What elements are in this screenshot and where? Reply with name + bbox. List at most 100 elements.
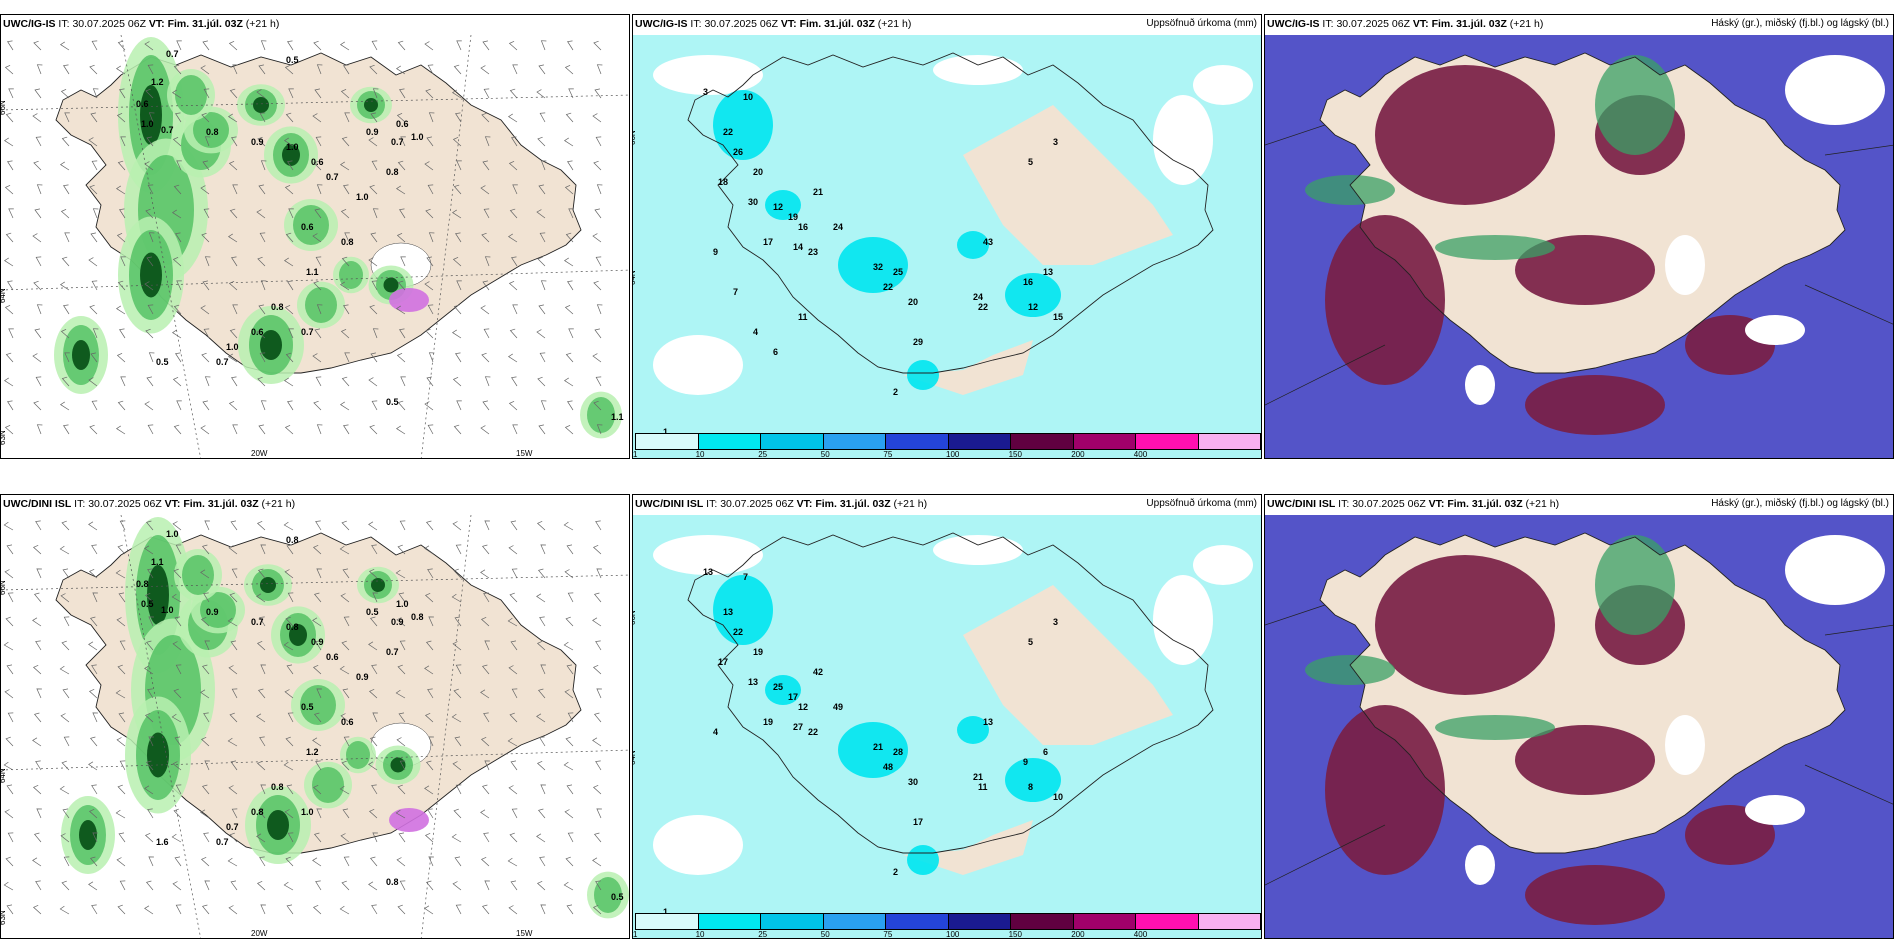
wind-barb <box>398 592 406 603</box>
wind-barb <box>171 713 182 723</box>
wind-barb <box>116 232 126 243</box>
precip-value-label: 3 <box>1053 137 1058 147</box>
wind-barb <box>203 832 210 843</box>
wind-barb <box>117 280 126 291</box>
precip-value-label: 16 <box>798 222 808 232</box>
precip-value-label: 6 <box>1043 747 1048 757</box>
precip-value-label: 13 <box>723 607 733 617</box>
panel-wind-igis: UWC/IG-IS IT: 30.07.2025 06Z VT: Fim. 31… <box>0 14 630 459</box>
wind-barb <box>63 184 70 195</box>
wind-barb <box>174 616 182 627</box>
wind-barb <box>512 424 518 435</box>
wind-barb <box>172 376 182 387</box>
wind-barb <box>115 569 126 579</box>
wind-barb <box>452 881 462 891</box>
precip-area-heavy <box>390 757 406 773</box>
wind-barb <box>538 424 546 435</box>
wind-barb <box>256 209 266 219</box>
wind-barb <box>33 832 42 843</box>
precip-value-label: 11 <box>798 312 808 322</box>
wind-barb <box>120 376 126 387</box>
mid-cloud-area <box>1595 535 1675 635</box>
colorbar-tick-label: 200 <box>1071 930 1085 939</box>
colorbar-tick-label: 100 <box>946 450 960 459</box>
wind-barb <box>424 905 434 915</box>
colorbar-swatch <box>886 434 949 449</box>
wind-barb <box>7 832 14 843</box>
colorbar-swatch <box>1073 914 1136 929</box>
precip-area-mid <box>594 877 622 913</box>
wind-barb <box>4 184 14 195</box>
wind-barb <box>147 304 154 315</box>
wind-barb <box>204 760 210 771</box>
wind-barb <box>425 520 434 531</box>
wind-barb <box>260 400 267 411</box>
wind-barb <box>397 280 406 291</box>
wind-barb <box>592 784 602 795</box>
precip-value-label: 1.0 <box>301 807 314 817</box>
lat-tick-label: 66N <box>633 610 637 625</box>
precip-area-heavy <box>838 722 908 778</box>
wind-barb <box>344 352 350 363</box>
wind-barb <box>427 568 434 579</box>
dry-area <box>1153 95 1213 185</box>
precip-value-label: 0.9 <box>206 607 219 617</box>
wind-barb <box>424 545 434 555</box>
wind-barb <box>115 809 126 819</box>
wind-barb <box>396 232 406 243</box>
precip-area-heavy <box>72 340 90 370</box>
wind-barb <box>288 328 294 339</box>
precip-value-label: 12 <box>798 702 808 712</box>
wind-barb <box>316 184 323 195</box>
wind-barb <box>227 113 238 123</box>
wind-barb <box>369 424 378 435</box>
clear-area <box>1465 845 1495 885</box>
wind-barb <box>259 736 266 747</box>
wind-barb <box>508 40 518 51</box>
wind-barb <box>148 352 155 363</box>
wind-barb <box>203 712 210 723</box>
wind-barb <box>288 88 294 99</box>
precip-value-label: 0.6 <box>341 717 354 727</box>
wind-barb <box>540 664 546 675</box>
precip-value-label: 0.5 <box>141 599 154 609</box>
wind-barb <box>8 88 14 99</box>
wind-barb <box>511 256 518 267</box>
precip-value-label: 25 <box>773 682 783 692</box>
wind-barb <box>563 377 574 387</box>
wind-barb <box>229 208 238 219</box>
dry-area <box>933 535 1023 565</box>
wind-barb <box>201 112 210 123</box>
wind-barb <box>315 256 322 267</box>
panel-precip-igis: UWC/IG-IS IT: 30.07.2025 06Z VT: Fim. 31… <box>632 14 1262 459</box>
wind-barb <box>258 304 266 315</box>
precip-area-heavy <box>713 90 773 160</box>
wind-barb <box>173 688 182 699</box>
wind-barb <box>171 89 182 99</box>
wind-barb <box>144 161 154 171</box>
wind-barb <box>4 304 14 315</box>
wind-barb <box>592 664 602 675</box>
wind-barb <box>480 185 490 195</box>
precip-area-heavy <box>765 675 801 705</box>
precip-area-heavy <box>957 716 989 744</box>
wind-barb <box>484 376 491 387</box>
precip-value-label: 0.5 <box>286 55 299 65</box>
colorbar-swatch <box>1198 434 1260 449</box>
wind-barb <box>284 304 294 315</box>
wind-barb <box>202 160 210 171</box>
wind-barb <box>536 760 546 771</box>
precip-value-label: 9 <box>713 247 718 257</box>
precip-value-label: 25 <box>893 267 903 277</box>
wind-barb <box>203 592 210 603</box>
wind-barb <box>565 232 574 243</box>
wind-barb <box>480 809 490 819</box>
wind-barb <box>395 809 406 819</box>
precip-value-label: 11 <box>978 782 988 792</box>
colorbar-ticks: 1 10 25 50 75 100 150 200 400 <box>633 450 1261 459</box>
wind-barb <box>148 616 154 627</box>
wind-barb <box>483 208 490 219</box>
wind-barb <box>565 616 574 627</box>
wind-barb <box>204 880 210 891</box>
wind-barb <box>343 736 350 747</box>
